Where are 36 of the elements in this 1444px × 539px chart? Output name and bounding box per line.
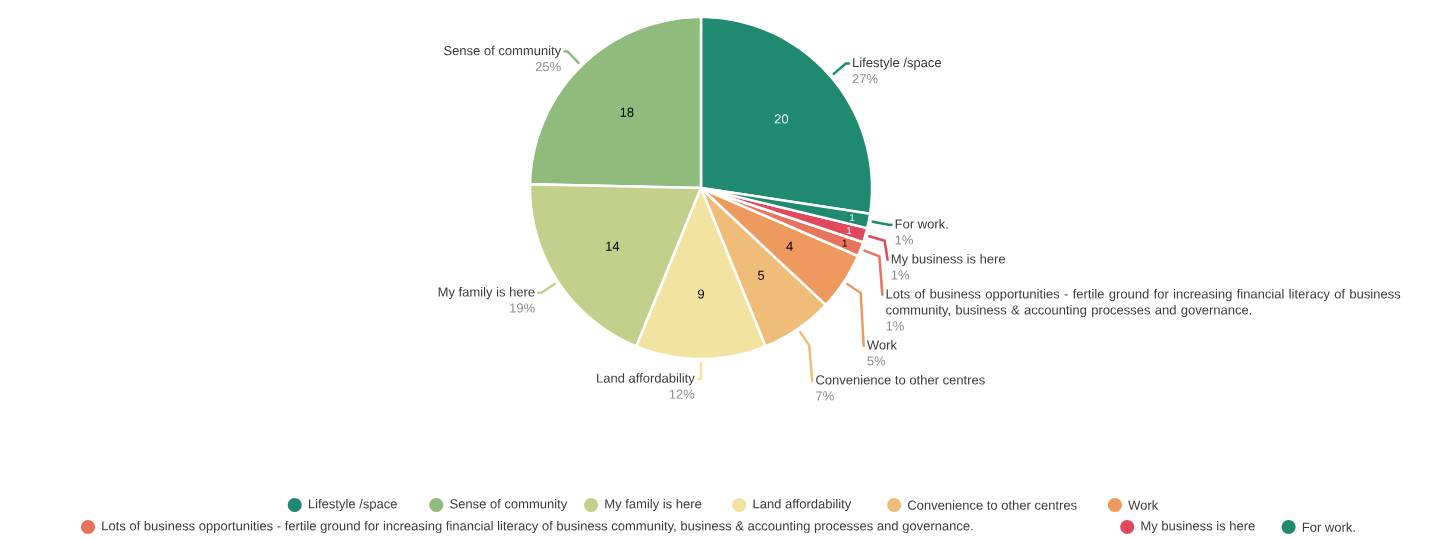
slice-label: Convenience to other centres: [816, 374, 985, 385]
text: 1%: [891, 270, 910, 280]
text: 27%: [852, 74, 878, 84]
text: 25%: [535, 62, 561, 72]
legend-label: My family is here: [605, 498, 702, 512]
slice-label: My business is here: [891, 253, 1006, 267]
data-label: 1: [846, 227, 852, 234]
slice-label: Lifestyle /space: [853, 57, 942, 70]
data-label: 18: [620, 107, 634, 117]
data-label: 1: [850, 214, 855, 222]
text: 5%: [867, 356, 886, 366]
text: 12%: [669, 389, 695, 399]
text: 19%: [510, 303, 535, 313]
text: 1%: [895, 235, 913, 245]
data-label: 4: [786, 241, 793, 251]
slice-label: For work.: [895, 218, 948, 229]
slice-label: Land affordability: [597, 373, 695, 386]
data-label: 9: [698, 289, 705, 299]
slice-label: Work: [866, 339, 897, 350]
slice-label: Lots of business opportunities - fertile ground for increasing financial literacy of business community, business & accounting processes and governance.: [886, 288, 1401, 318]
legend-label: For work.: [1302, 522, 1355, 532]
legend-label: Land affordability: [753, 498, 852, 512]
text: 1%: [886, 321, 904, 331]
text: 7%: [816, 391, 834, 401]
data-label: 5: [757, 270, 765, 280]
slice-label: My family is here: [438, 287, 535, 300]
data-label: 14: [606, 241, 620, 251]
legend-label: Work: [1128, 500, 1159, 510]
data-label: 1: [842, 239, 848, 247]
legend-label: Sense of community: [450, 498, 568, 512]
slice-label: Sense of community: [444, 45, 562, 58]
legend-label: My business is here: [1141, 520, 1255, 534]
data-label: 20: [774, 114, 789, 124]
legend-label: Lifestyle /space: [308, 498, 397, 512]
legend-label: Lots of business opportunities - fertile ground for increasing financial literacy of business community, business & accounting processes and governance.: [102, 520, 973, 534]
legend-label: Convenience to other centres: [907, 500, 1077, 510]
